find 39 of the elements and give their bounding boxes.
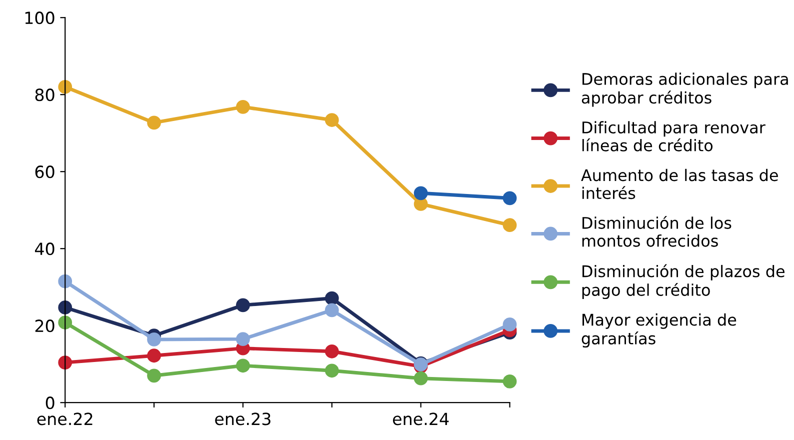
point xyxy=(414,186,428,200)
point xyxy=(324,344,339,358)
point xyxy=(236,298,250,312)
point xyxy=(236,358,250,373)
y-tick-label: 0 xyxy=(46,396,54,410)
point xyxy=(324,113,339,127)
x-tick-label: ene.24 xyxy=(392,412,449,426)
legend-label: Demoras adicionales para aprobar créditos xyxy=(582,72,788,107)
point xyxy=(147,348,161,363)
y-tick-label: 40 xyxy=(34,242,54,256)
point xyxy=(58,316,72,330)
point xyxy=(324,291,339,306)
legend-label: Disminución de los montos ofrecidos xyxy=(582,216,732,247)
x-tick-label: ene.23 xyxy=(215,412,270,426)
point xyxy=(502,318,517,332)
point xyxy=(58,300,72,314)
point xyxy=(502,218,517,232)
legend-label: Aumento de las tasas de interés xyxy=(581,168,778,200)
legend-label: Disminución de plazos de pago del crédito xyxy=(582,264,784,300)
point xyxy=(147,116,161,130)
y-tick-label: 60 xyxy=(35,166,54,178)
point xyxy=(502,374,517,388)
y-tick-label: 20 xyxy=(35,320,54,332)
point xyxy=(324,303,339,318)
y-tick-label: 100 xyxy=(25,12,54,24)
point xyxy=(236,332,250,346)
y-tick-label: 80 xyxy=(35,88,54,102)
point xyxy=(324,364,339,378)
point xyxy=(236,100,250,114)
point xyxy=(147,368,161,383)
point xyxy=(502,191,517,206)
point xyxy=(58,80,72,94)
point xyxy=(147,332,161,346)
point xyxy=(58,274,72,288)
legend-label: Mayor exigencia de garantías xyxy=(582,313,736,348)
point xyxy=(414,371,428,386)
x-tick-label: ene.22 xyxy=(37,412,92,426)
point xyxy=(58,356,72,370)
legend-label: Dificultad para renovar líneas de crédito xyxy=(582,121,766,152)
